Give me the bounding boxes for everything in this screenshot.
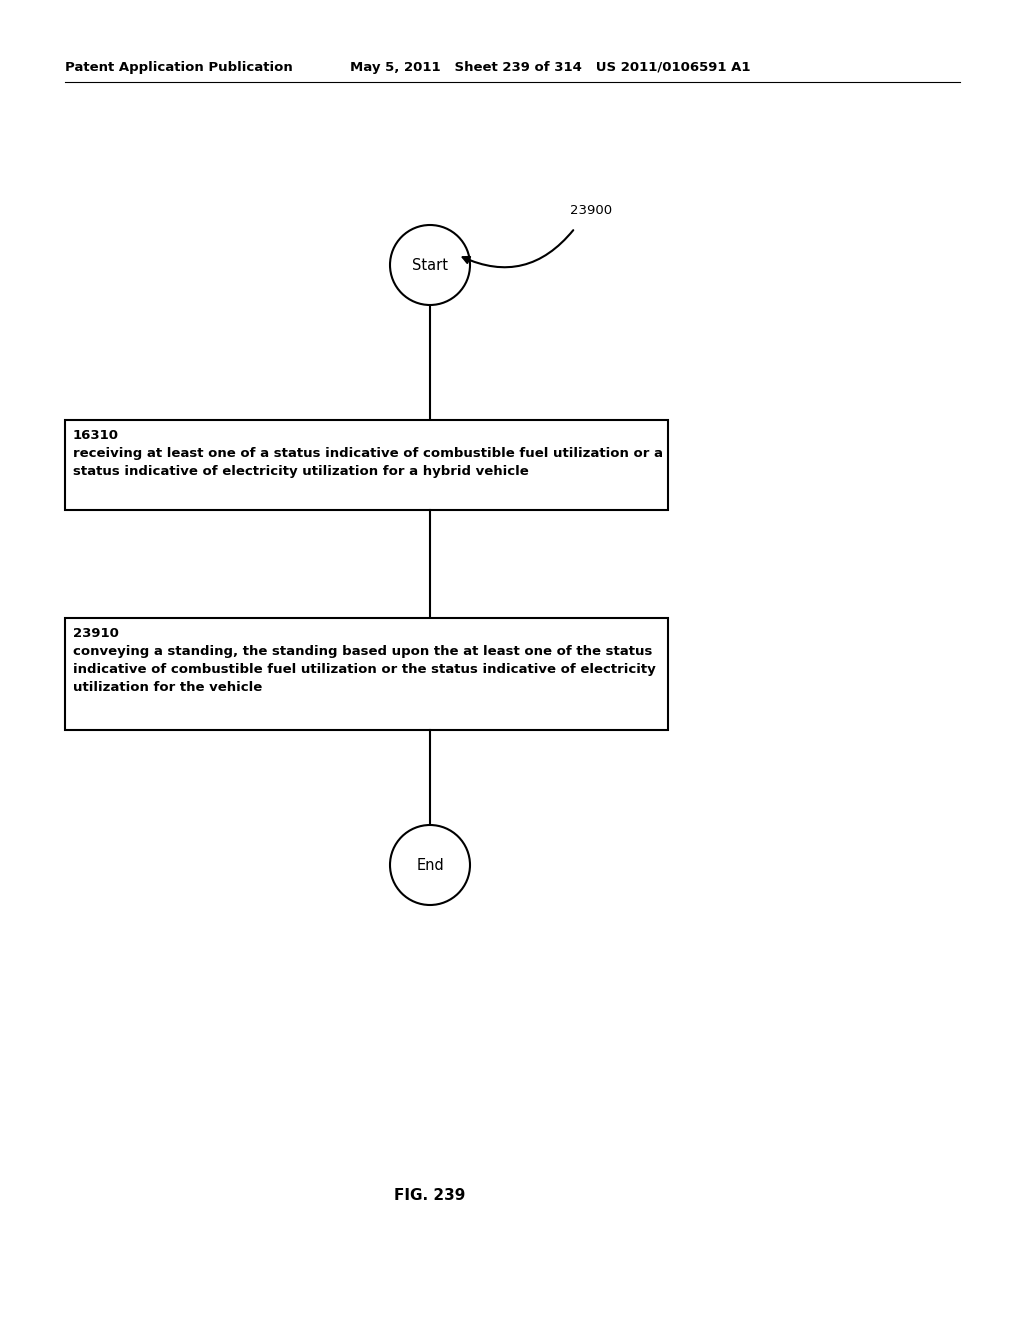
Text: End: End <box>416 858 443 873</box>
Text: 16310: 16310 <box>73 429 119 442</box>
Text: 23910: 23910 <box>73 627 119 640</box>
Text: Start: Start <box>412 257 449 272</box>
Text: conveying a standing, the standing based upon the at least one of the status: conveying a standing, the standing based… <box>73 645 652 657</box>
Text: receiving at least one of a status indicative of combustible fuel utilization or: receiving at least one of a status indic… <box>73 447 663 459</box>
Text: 23900: 23900 <box>570 203 612 216</box>
Text: status indicative of electricity utilization for a hybrid vehicle: status indicative of electricity utiliza… <box>73 465 528 478</box>
Text: indicative of combustible fuel utilization or the status indicative of electrici: indicative of combustible fuel utilizati… <box>73 663 655 676</box>
Circle shape <box>390 825 470 906</box>
Text: Patent Application Publication: Patent Application Publication <box>65 62 293 74</box>
Bar <box>65 618 668 730</box>
Text: May 5, 2011   Sheet 239 of 314   US 2011/0106591 A1: May 5, 2011 Sheet 239 of 314 US 2011/010… <box>350 62 751 74</box>
Bar <box>65 420 668 510</box>
Circle shape <box>390 224 470 305</box>
Text: utilization for the vehicle: utilization for the vehicle <box>73 681 262 694</box>
Text: FIG. 239: FIG. 239 <box>394 1188 466 1203</box>
